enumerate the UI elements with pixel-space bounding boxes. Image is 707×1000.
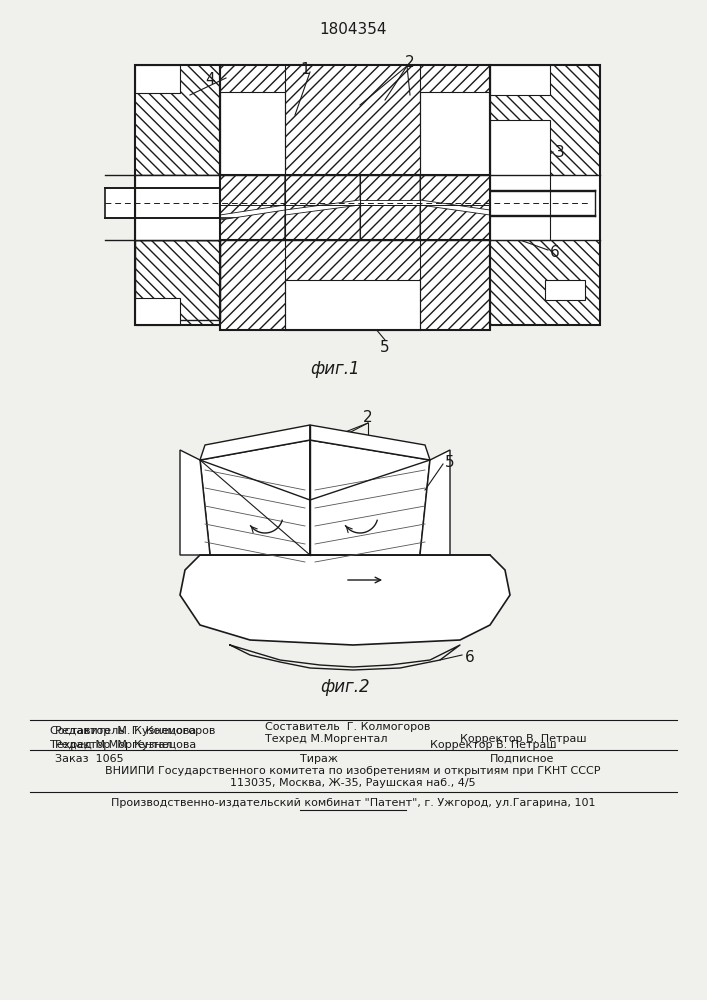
- Text: Заказ  1065: Заказ 1065: [55, 754, 124, 764]
- Text: 2: 2: [405, 55, 414, 70]
- Polygon shape: [180, 555, 510, 645]
- Polygon shape: [220, 175, 285, 215]
- Text: Корректор В. Петраш: Корректор В. Петраш: [430, 740, 556, 750]
- Text: Производственно-издательский комбинат "Патент", г. Ужгород, ул.Гагарина, 101: Производственно-издательский комбинат "П…: [111, 798, 595, 808]
- Polygon shape: [420, 450, 450, 555]
- Text: Редактор  М. Кузнецова: Редактор М. Кузнецова: [55, 740, 197, 750]
- Text: фиг.1: фиг.1: [310, 360, 360, 378]
- Bar: [220, 92, 285, 175]
- Polygon shape: [360, 175, 420, 200]
- Polygon shape: [200, 425, 310, 460]
- Bar: [490, 65, 600, 325]
- Text: 5: 5: [445, 455, 455, 470]
- Bar: [135, 298, 180, 325]
- Bar: [420, 92, 490, 175]
- Polygon shape: [360, 205, 420, 240]
- Bar: [220, 65, 490, 175]
- Text: Корректор В. Петраш: Корректор В. Петраш: [460, 734, 587, 744]
- Text: 6: 6: [550, 245, 560, 260]
- Bar: [135, 175, 600, 240]
- Bar: [220, 240, 490, 330]
- Text: 1804354: 1804354: [320, 22, 387, 37]
- Bar: [545, 280, 585, 300]
- Bar: [285, 280, 420, 330]
- Text: Техред М.Моргентал: Техред М.Моргентал: [265, 734, 387, 744]
- Polygon shape: [310, 440, 430, 555]
- Text: Редактор  М. Кузнецова: Редактор М. Кузнецова: [55, 726, 197, 736]
- Polygon shape: [310, 425, 430, 460]
- Text: 2: 2: [363, 410, 373, 425]
- Polygon shape: [420, 205, 490, 240]
- Text: 113035, Москва, Ж-35, Раушская наб., 4/5: 113035, Москва, Ж-35, Раушская наб., 4/5: [230, 778, 476, 788]
- Polygon shape: [200, 440, 310, 555]
- Text: Техред М.Моргентал: Техред М.Моргентал: [50, 740, 173, 750]
- Text: 5: 5: [380, 340, 390, 355]
- Polygon shape: [180, 450, 210, 555]
- Polygon shape: [285, 175, 360, 210]
- Bar: [490, 65, 600, 325]
- Text: ВНИИПИ Государственного комитета по изобретениям и открытиям при ГКНТ СССР: ВНИИПИ Государственного комитета по изоб…: [105, 766, 601, 776]
- Polygon shape: [420, 175, 490, 210]
- Text: фиг.2: фиг.2: [320, 678, 370, 696]
- Text: Составитель  Г. Колмогоров: Составитель Г. Колмогоров: [50, 726, 216, 736]
- Bar: [135, 65, 180, 93]
- Bar: [220, 65, 490, 175]
- Bar: [135, 240, 220, 320]
- Text: Составитель  Г. Колмогоров: Составитель Г. Колмогоров: [265, 722, 431, 732]
- Bar: [135, 65, 220, 325]
- Bar: [490, 65, 550, 95]
- Text: 3: 3: [555, 145, 565, 160]
- Text: Подписное: Подписное: [490, 754, 554, 764]
- Bar: [220, 240, 490, 330]
- Polygon shape: [285, 205, 360, 240]
- Bar: [490, 120, 550, 240]
- Bar: [135, 175, 220, 240]
- Polygon shape: [220, 210, 285, 240]
- Bar: [490, 191, 595, 215]
- Bar: [105, 188, 490, 218]
- Text: Тираж: Тираж: [300, 754, 338, 764]
- Text: 6: 6: [465, 650, 474, 665]
- Text: 4: 4: [205, 72, 215, 87]
- Text: 1: 1: [300, 62, 310, 77]
- Bar: [135, 65, 220, 325]
- Bar: [220, 175, 490, 240]
